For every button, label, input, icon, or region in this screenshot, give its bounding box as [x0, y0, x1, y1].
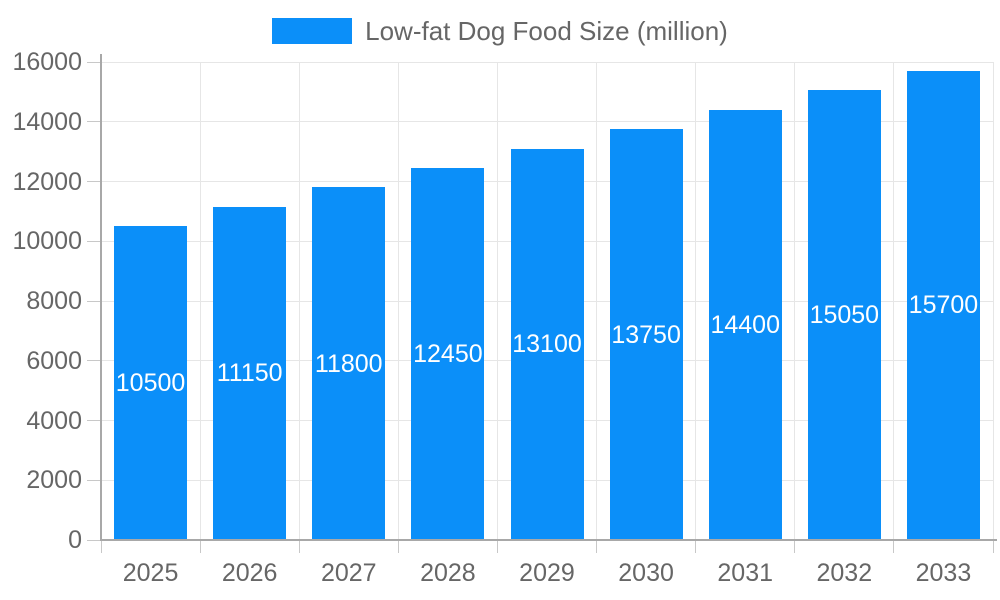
x-tick — [496, 540, 498, 553]
gridline-v — [596, 62, 598, 540]
y-tick — [87, 240, 101, 242]
gridline-v — [199, 62, 201, 540]
gridline-v — [397, 62, 399, 540]
x-tick — [992, 540, 994, 553]
bar-2026[interactable] — [213, 206, 287, 540]
legend-swatch — [272, 18, 353, 44]
x-tick — [794, 540, 796, 553]
y-tick — [87, 61, 101, 63]
gridline-h — [101, 121, 993, 123]
gridline-h — [101, 61, 993, 63]
y-axis-label: 12000 — [12, 167, 82, 196]
x-axis-label: 2026 — [221, 559, 278, 587]
bar-2031[interactable] — [708, 109, 782, 540]
gridline-v — [695, 62, 697, 540]
y-tick — [87, 300, 101, 302]
y-axis-label: 0 — [68, 526, 82, 554]
x-tick — [893, 540, 895, 553]
x-axis-label: 2028 — [420, 559, 476, 587]
gridline-v — [496, 62, 498, 540]
y-tick — [87, 360, 101, 362]
y-tick — [87, 539, 101, 541]
y-axis-label: 16000 — [12, 48, 82, 76]
x-tick — [695, 540, 697, 553]
x-tick — [100, 540, 102, 553]
y-axis-line — [100, 54, 102, 540]
y-axis-label: 6000 — [26, 346, 82, 375]
x-axis-label: 2029 — [519, 559, 575, 587]
x-axis-label: 2031 — [717, 559, 774, 587]
x-axis-label: 2027 — [320, 559, 377, 587]
legend[interactable]: Low-fat Dog Food Size (million) — [0, 14, 1000, 48]
bar-2029[interactable] — [510, 148, 584, 540]
bar-2032[interactable] — [807, 90, 881, 540]
x-tick — [199, 540, 201, 553]
x-axis-label: 2030 — [618, 559, 674, 587]
y-axis-label: 2000 — [26, 466, 82, 495]
x-axis-label: 2025 — [122, 559, 179, 587]
y-axis-label: 14000 — [12, 107, 82, 136]
y-axis-label: 4000 — [26, 406, 82, 435]
y-tick — [87, 121, 101, 123]
x-tick — [397, 540, 399, 553]
x-tick — [298, 540, 300, 553]
bar-2027[interactable] — [312, 187, 386, 540]
x-axis-label: 2033 — [915, 559, 972, 587]
y-axis-label: 8000 — [26, 287, 82, 315]
y-tick — [87, 479, 101, 481]
y-tick — [87, 181, 101, 182]
y-tick — [87, 420, 101, 421]
bar-2033[interactable] — [906, 70, 980, 540]
bar-2030[interactable] — [609, 129, 683, 540]
x-axis-line — [100, 539, 997, 541]
y-axis-label: 10000 — [12, 227, 82, 256]
bar-2025[interactable] — [114, 226, 188, 540]
x-axis-label: 2032 — [816, 559, 873, 587]
gridline-v — [298, 62, 300, 540]
gridline-v — [794, 62, 796, 540]
bar-2028[interactable] — [411, 168, 485, 540]
legend-label: Low-fat Dog Food Size (million) — [365, 15, 728, 46]
gridline-v — [893, 62, 895, 540]
x-tick — [596, 540, 598, 553]
gridline-v — [992, 62, 994, 540]
